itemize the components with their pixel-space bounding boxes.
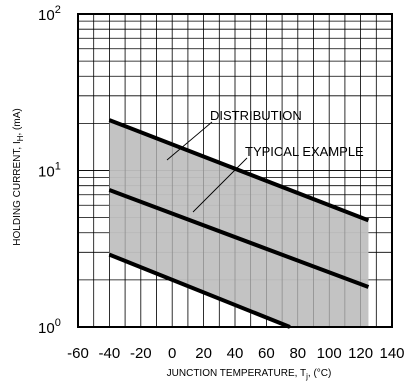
annotations: DISTRIBUTION TYPICAL EXAMPLE xyxy=(166,108,364,213)
x-tick-label: 20 xyxy=(195,345,212,362)
x-tick-label: -60 xyxy=(67,345,89,362)
x-tick-label: 0 xyxy=(168,345,176,362)
x-tick-label: 40 xyxy=(227,345,244,362)
y-tick-labels: 100 101 102 xyxy=(38,4,61,337)
y-axis-label: HOLDING CURRENT, IH, (mA) xyxy=(12,108,25,245)
y-tick-label: 102 xyxy=(38,4,61,24)
distribution-area xyxy=(109,120,369,327)
x-tick-label: 140 xyxy=(379,345,404,362)
plot-border xyxy=(77,13,393,328)
x-tick-label: 80 xyxy=(289,345,306,362)
series-line-lower xyxy=(108,252,291,329)
x-tick-label: 120 xyxy=(348,345,373,362)
plot-frame xyxy=(77,13,393,328)
series-line-typical xyxy=(108,188,370,289)
leader-line-typical xyxy=(192,157,248,213)
leader-line-distribution xyxy=(166,121,213,161)
series-lines xyxy=(108,118,370,329)
x-tick-label: 100 xyxy=(317,345,342,362)
y-tick-label: 101 xyxy=(38,161,61,181)
y-tick-label: 100 xyxy=(38,317,61,337)
annotation-typical-example: TYPICAL EXAMPLE xyxy=(245,144,364,159)
x-axis-label: JUNCTION TEMPERATURE, Tj, (°C) xyxy=(167,368,332,381)
x-tick-label: -20 xyxy=(130,345,152,362)
x-tick-label: 60 xyxy=(258,345,275,362)
distribution-band xyxy=(109,14,369,327)
annotation-distribution: DISTRIBUTION xyxy=(210,108,302,123)
x-tick-label: -40 xyxy=(99,345,121,362)
x-tick-labels: -60 -40 -20 0 20 40 60 80 100 120 140 xyxy=(67,345,404,362)
series-line-upper xyxy=(108,118,370,223)
